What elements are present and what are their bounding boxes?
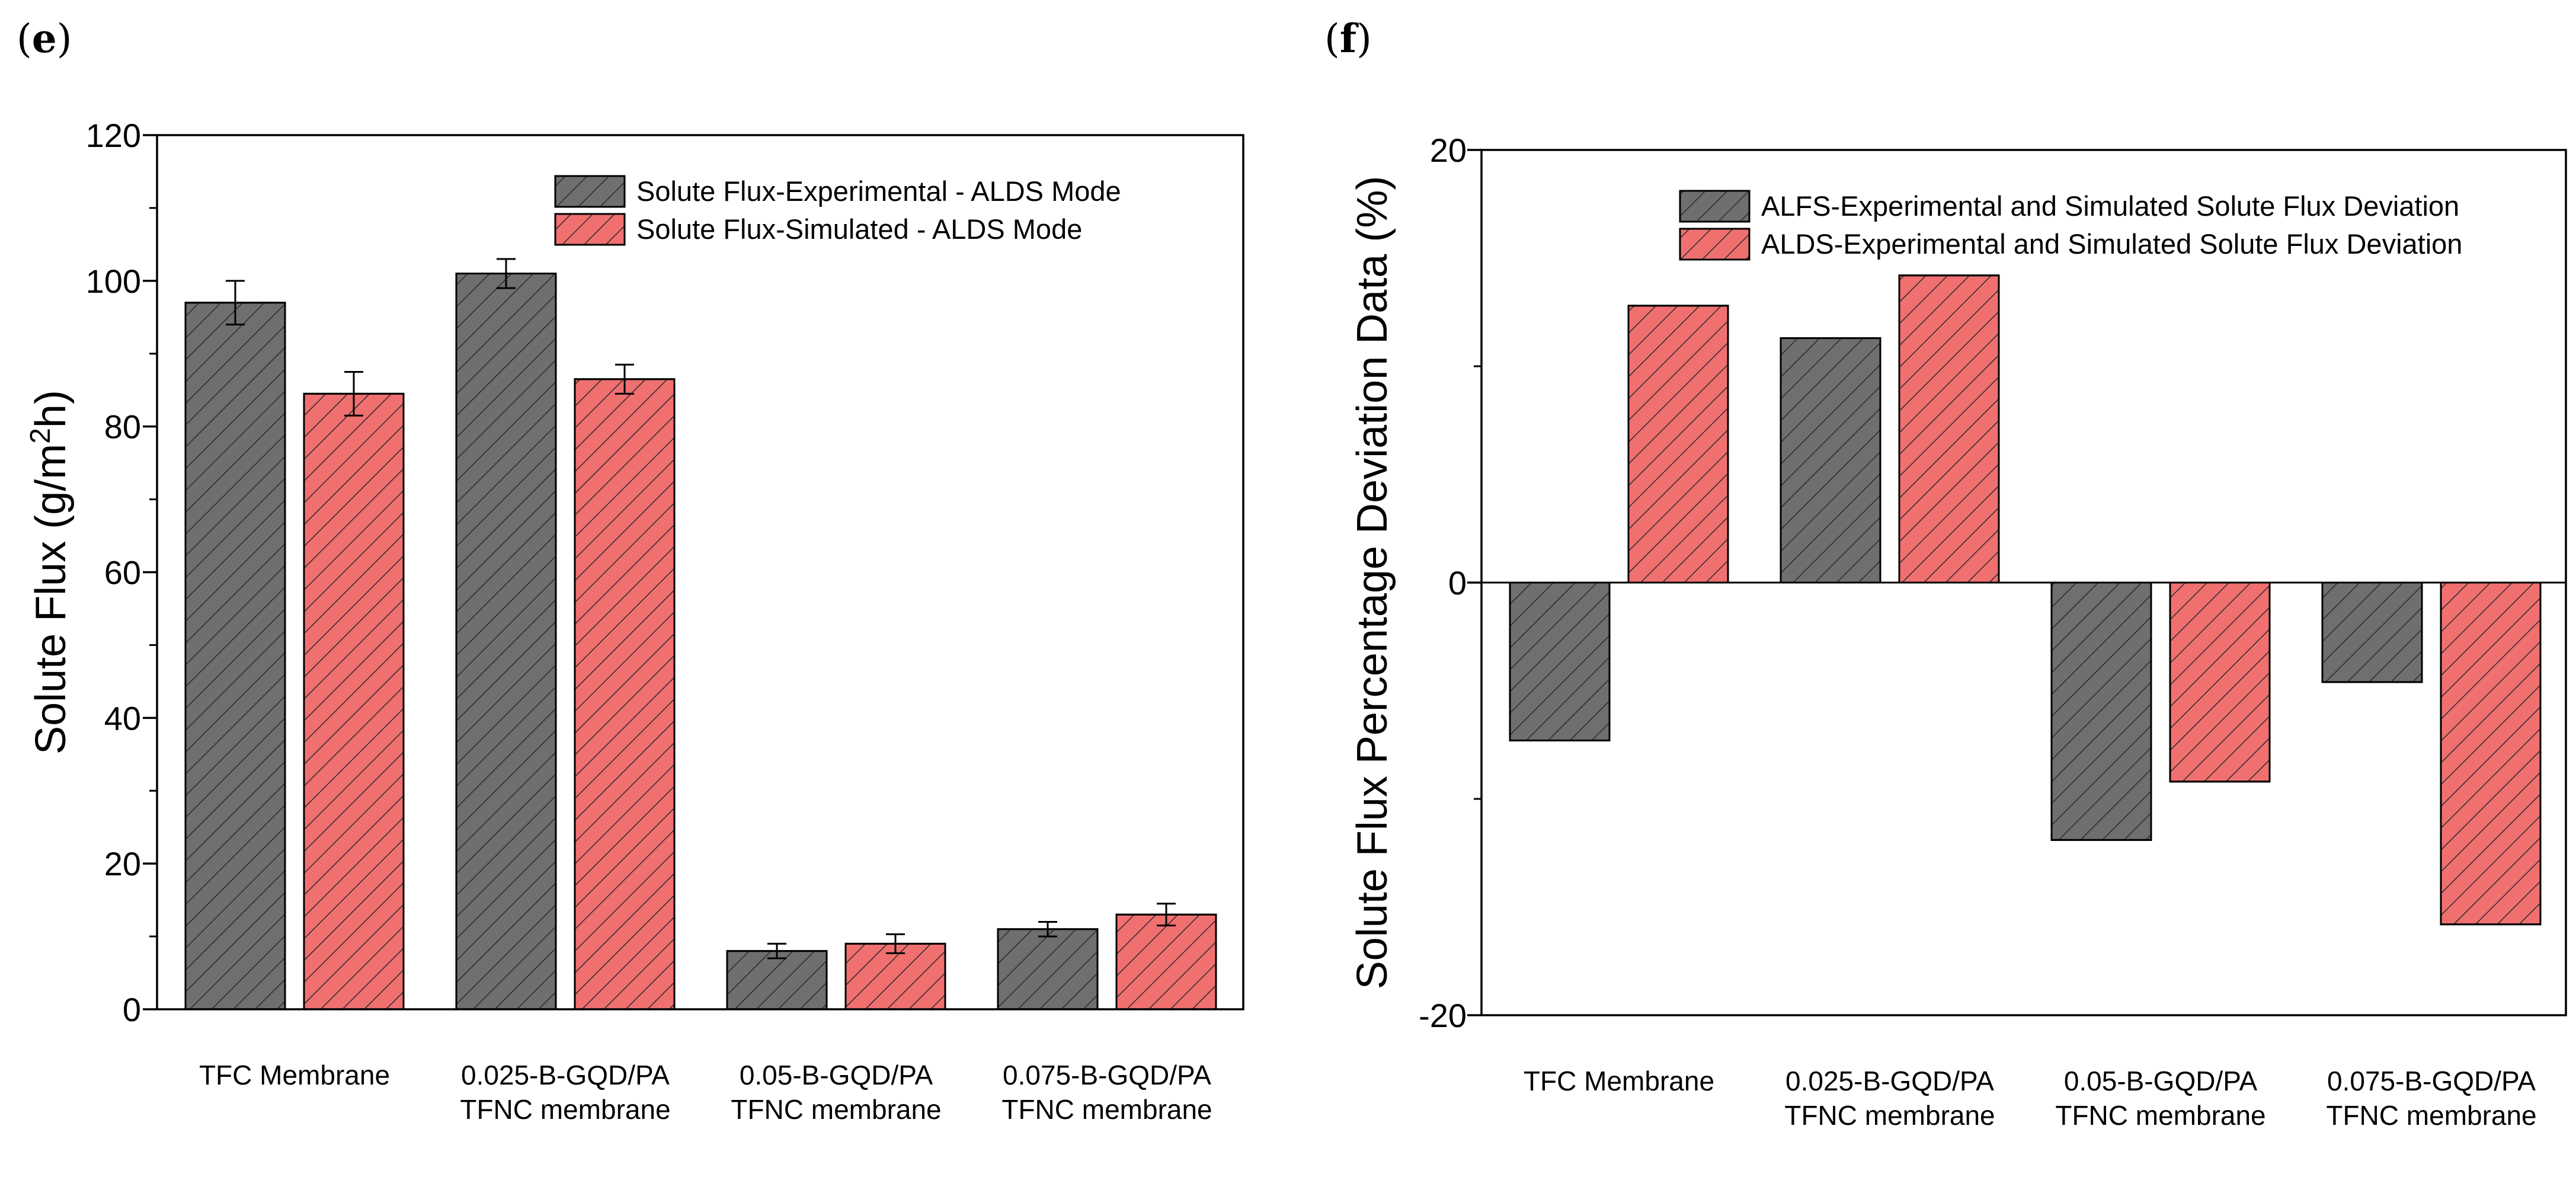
- legend-label-0: ALFS-Experimental and Simulated Solute F…: [1761, 190, 2459, 222]
- chart-panel-e: (e) TFC Membrane 0.025-B-GQD/PA TFNC membra…: [17, 15, 1244, 1125]
- bar-hatch-0-2: [726, 950, 828, 1010]
- bar-hatch-1-0: [303, 392, 405, 1010]
- y-axis-title-superscript: 2: [25, 428, 56, 444]
- y-tick-label-2: 40: [104, 699, 141, 737]
- y-tick-label-4: 80: [104, 408, 141, 446]
- panel-label-open: (: [1324, 16, 1340, 62]
- y-axis-title-part: Solute Flux (g/m: [27, 444, 75, 754]
- bar-hatch-0-2: [2050, 581, 2152, 841]
- panel-label-letter: f: [1340, 15, 1359, 62]
- category-label-3-1: TFNC membrane: [2326, 1100, 2536, 1131]
- bar-hatch-1-2: [2169, 581, 2271, 783]
- category-label-1-1: TFNC membrane: [1784, 1100, 1995, 1131]
- category-label-1-0: 0.025-B-GQD/PA: [461, 1060, 670, 1090]
- chart-panel-f: (f) TFC Membrane 0.025-B-GQD/PA TFNC membra…: [1324, 15, 2567, 1131]
- y-tick-label-6: 120: [86, 117, 141, 154]
- legend-label-1: ALDS-Experimental and Simulated Solute F…: [1761, 228, 2462, 260]
- bar-hatch-0-0: [1509, 581, 1611, 741]
- bar-hatch-1-3: [2440, 581, 2542, 926]
- category-label-0-0: TFC Membrane: [1524, 1066, 1714, 1096]
- category-label-1-0: 0.025-B-GQD/PA: [1785, 1066, 1994, 1096]
- category-label-2-0: 0.05-B-GQD/PA: [740, 1060, 933, 1090]
- y-tick-label-1: 0: [1448, 564, 1467, 602]
- panel-label: (f): [1324, 15, 1372, 62]
- category-label-3-1: TFNC membrane: [1001, 1094, 1212, 1125]
- category-label-2-1: TFNC membrane: [731, 1094, 941, 1125]
- legend-swatch-hatch-1: [1679, 228, 1751, 261]
- legend-swatch-hatch-0: [554, 175, 626, 208]
- category-label-0-0: TFC Membrane: [199, 1060, 390, 1090]
- bar-hatch-0-0: [184, 302, 286, 1010]
- y-axis-title-part: h): [27, 390, 75, 428]
- bar-hatch-0-1: [455, 273, 557, 1010]
- bar-hatch-0-3: [997, 928, 1099, 1010]
- category-label-3-0: 0.075-B-GQD/PA: [1003, 1060, 1211, 1090]
- y-tick-label-3: 60: [104, 554, 141, 591]
- y-tick-label-1: 20: [104, 845, 141, 882]
- legend-label-1: Solute Flux-Simulated - ALDS Mode: [636, 213, 1082, 245]
- y-axis-title: Solute Flux (g/m2h): [25, 390, 75, 754]
- y-axis-title: Solute Flux Percentage Deviation Data (%…: [1349, 176, 1396, 990]
- category-label-2-0: 0.05-B-GQD/PA: [2064, 1066, 2258, 1096]
- bar-hatch-1-0: [1627, 305, 1729, 584]
- panel-label-close: ): [57, 16, 72, 62]
- category-label-2-1: TFNC membrane: [2055, 1100, 2265, 1131]
- bar-hatch-1-1: [1898, 274, 2000, 584]
- category-label-1-1: TFNC membrane: [460, 1094, 670, 1125]
- panel-label-letter: e: [32, 15, 57, 62]
- bar-hatch-1-1: [574, 378, 676, 1010]
- bar-hatch-1-3: [1115, 913, 1217, 1010]
- y-tick-label-5: 100: [86, 263, 141, 300]
- legend-label-0: Solute Flux-Experimental - ALDS Mode: [636, 175, 1121, 207]
- bar-hatch-0-1: [1780, 337, 1881, 584]
- panel-label-close: ): [1356, 16, 1372, 62]
- y-tick-label-0: -20: [1419, 997, 1467, 1034]
- y-tick-label-0: 0: [123, 991, 141, 1028]
- panel-label: (e): [17, 15, 72, 62]
- panel-label-open: (: [17, 16, 32, 62]
- bar-hatch-0-3: [2321, 581, 2423, 683]
- legend-swatch-hatch-0: [1679, 190, 1751, 223]
- legend-swatch-hatch-1: [554, 213, 626, 246]
- category-label-3-0: 0.075-B-GQD/PA: [2327, 1066, 2536, 1096]
- y-tick-label-2: 20: [1430, 132, 1467, 169]
